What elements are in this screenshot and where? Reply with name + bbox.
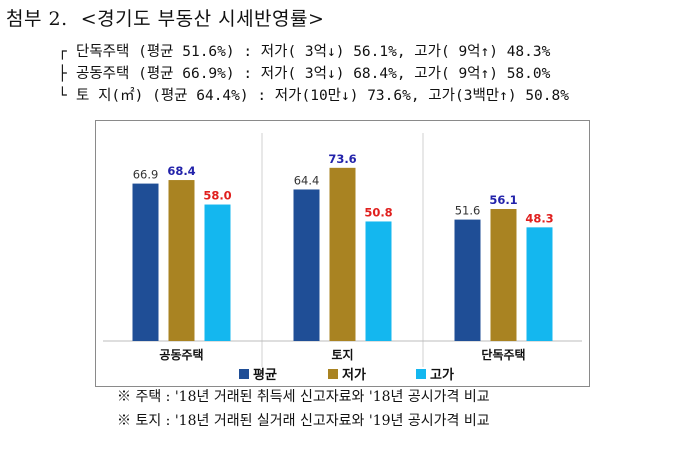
category-label: 토지 (331, 347, 353, 362)
summary-text: 공동주택 (평균 66.9%) : 저가( 3억↓) 68.4%, 고가( 9억… (76, 66, 551, 82)
legend-swatch (239, 369, 249, 379)
bar-value-label: 64.4 (294, 173, 320, 187)
bar-value-label: 50.8 (364, 205, 392, 219)
bar-value-label: 73.6 (328, 152, 356, 166)
summary-line-land: └ 토 지(㎡) (평균 64.4%) : 저가(10만↓) 73.6%, 고가(… (58, 84, 569, 105)
chart-frame: 66.9 68.4 58.0 공동주택 64.4 73.6 50.8 토지 51.6 56.1 48… (95, 120, 590, 387)
bar (365, 221, 392, 341)
category-label: 단독주택 (481, 347, 525, 362)
bar-chart: 66.9 68.4 58.0 공동주택 64.4 73.6 50.8 토지 51.6 56.1 48… (103, 133, 582, 383)
bar-value-label: 56.1 (489, 193, 517, 207)
bar (168, 180, 195, 341)
summary-line-detached-house: ┌ 단독주택 (평균 51.6%) : 저가( 3억↓) 56.1%, 고가( 9… (58, 40, 550, 61)
summary-text: 토 지(㎡) (평균 64.4%) : 저가(10만↓) 73.6%, 고가(3… (76, 88, 569, 104)
category-label: 공동주택 (159, 347, 203, 362)
tree-branch-glyph: └ (58, 88, 67, 104)
footnote-housing: ※ 주택 : '18년 거래된 취득세 신고자료와 '18년 공시가격 비교 (117, 389, 490, 405)
bar-value-label: 58.0 (203, 189, 231, 203)
bar-value-label: 68.4 (167, 164, 195, 178)
bar (454, 219, 481, 341)
summary-line-apartment: ├ 공동주택 (평균 66.9%) : 저가( 3억↓) 68.4%, 고가( 9… (58, 62, 550, 83)
bar (526, 227, 553, 341)
legend-label: 평균 (253, 367, 277, 383)
page-title: 첨부 2. <경기도 부동산 시세반영률> (6, 8, 325, 30)
tree-branch-glyph: ┌ (58, 44, 67, 60)
bar (132, 183, 159, 341)
footnote-land: ※ 토지 : '18년 거래된 실거래 신고자료와 '19년 공시가격 비교 (117, 413, 490, 429)
legend-label: 저가 (342, 368, 366, 383)
summary-text: 단독주택 (평균 51.6%) : 저가( 3억↓) 56.1%, 고가( 9억… (76, 44, 551, 60)
legend-label: 고가 (430, 368, 454, 383)
legend-swatch (328, 369, 338, 379)
bar (293, 189, 320, 341)
bar (204, 204, 231, 341)
bar-value-label: 66.9 (133, 168, 159, 182)
bar-value-label: 48.3 (525, 211, 553, 225)
legend-swatch (416, 369, 426, 379)
tree-branch-glyph: ├ (58, 66, 67, 82)
bar (490, 209, 517, 341)
bar-value-label: 51.6 (455, 204, 481, 218)
bar (329, 167, 356, 341)
